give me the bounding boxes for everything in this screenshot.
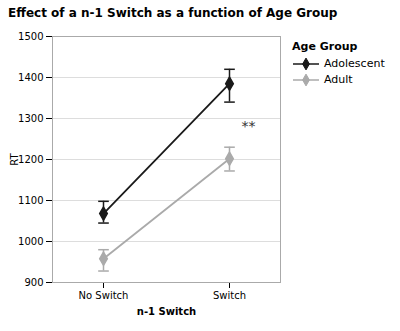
svg-text:1000: 1000 [18,236,43,247]
svg-text:1400: 1400 [18,72,43,83]
html-text:Adolescent: Adolescent [324,57,385,70]
svg-text:RT: RT [9,152,20,165]
svg-text:1500: 1500 [18,31,43,42]
svg-text:1200: 1200 [18,154,43,165]
html-text:Adult: Adult [324,73,353,86]
svg-text:900: 900 [24,277,43,288]
svg-text:1100: 1100 [18,195,43,206]
svg-text:n-1 Switch: n-1 Switch [137,306,196,317]
html-text:Effect of a n-1 Switch as a fu: Effect of a n-1 Switch as a function of … [8,6,338,20]
svg-text:Switch: Switch [213,290,246,301]
svg-text:1300: 1300 [18,113,43,124]
svg-text:**: ** [242,118,256,134]
html-text:Age Group: Age Group [292,40,358,53]
svg-text:No Switch: No Switch [79,290,129,301]
